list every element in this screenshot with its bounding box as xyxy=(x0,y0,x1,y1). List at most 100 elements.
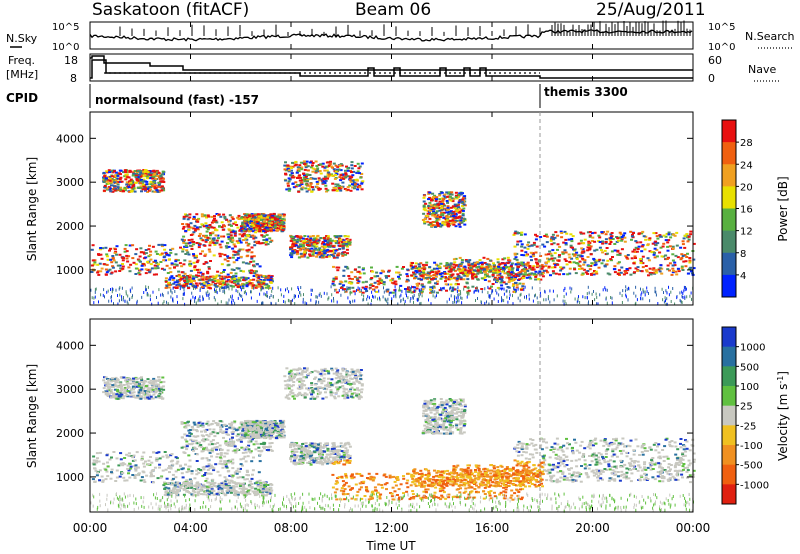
heatmap-cell xyxy=(564,299,566,303)
heatmap-cell xyxy=(187,228,191,231)
heatmap-cell xyxy=(256,213,260,216)
heatmap-cell xyxy=(349,189,353,192)
heatmap-cell xyxy=(190,248,194,250)
heatmap-cell xyxy=(236,226,240,229)
heatmap-cell xyxy=(534,258,538,261)
heatmap-cell xyxy=(232,285,235,288)
heatmap-cell xyxy=(374,286,378,289)
heatmap-cell xyxy=(198,268,201,271)
heatmap-cell xyxy=(229,284,233,287)
heatmap-cell xyxy=(512,274,516,277)
heatmap-cell xyxy=(93,261,97,264)
heatmap-cell xyxy=(246,244,250,247)
heatmap-cell xyxy=(452,478,456,481)
heatmap-cell xyxy=(670,290,672,294)
heatmap-cell xyxy=(375,271,379,274)
heatmap-cell xyxy=(152,261,156,263)
heatmap-cell xyxy=(146,269,150,272)
heatmap-cell xyxy=(185,277,189,280)
heatmap-cell xyxy=(312,457,316,460)
heatmap-cell xyxy=(172,297,174,301)
heatmap-cell xyxy=(195,285,197,289)
heatmap-cell xyxy=(134,170,137,172)
heatmap-cell xyxy=(109,258,113,261)
heatmap-cell xyxy=(401,289,403,293)
heatmap-cell xyxy=(316,295,318,299)
heatmap-cell xyxy=(470,264,474,267)
heatmap-cell xyxy=(149,183,153,186)
heatmap-cell xyxy=(467,262,471,265)
heatmap-cell xyxy=(324,184,328,187)
heatmap-cell xyxy=(610,259,613,262)
heatmap-cell xyxy=(237,296,239,300)
heatmap-cell xyxy=(264,231,267,234)
heatmap-cell xyxy=(213,243,217,246)
heatmap-cell xyxy=(131,185,135,187)
heatmap-cell xyxy=(435,218,439,221)
heatmap-cell xyxy=(202,262,206,265)
heatmap-cell xyxy=(241,248,245,251)
heatmap-cell xyxy=(686,240,690,243)
heatmap-cell xyxy=(448,195,452,198)
heatmap-cell xyxy=(214,290,216,293)
heatmap-cell xyxy=(371,299,372,303)
heatmap-cell xyxy=(682,292,684,295)
heatmap-cell xyxy=(174,260,178,263)
heatmap-cell xyxy=(141,295,143,299)
heatmap-cell xyxy=(305,190,309,193)
heatmap-cell xyxy=(115,288,117,292)
heatmap-cell xyxy=(209,232,213,235)
heatmap-cell xyxy=(272,212,276,215)
velocity-heatmap-cells xyxy=(90,367,696,513)
heatmap-cell xyxy=(155,189,159,192)
heatmap-cell xyxy=(648,271,652,274)
heatmap-cell xyxy=(596,295,598,299)
heatmap-cell xyxy=(335,189,339,192)
heatmap-cell xyxy=(437,474,441,477)
heatmap-cell xyxy=(351,186,355,189)
colorbar-tick-label: 8 xyxy=(740,249,746,260)
heatmap-cell xyxy=(332,168,336,171)
heatmap-cell xyxy=(254,219,258,222)
heatmap-cell xyxy=(501,258,505,261)
heatmap-cell xyxy=(491,289,493,293)
heatmap-cell xyxy=(143,291,145,294)
freq-label-1: Freq. xyxy=(8,54,35,67)
heatmap-cell xyxy=(434,211,438,214)
heatmap-cell xyxy=(445,262,449,264)
heatmap-cell xyxy=(253,226,257,229)
heatmap-cell xyxy=(534,278,538,281)
heatmap-cell xyxy=(404,288,407,290)
heatmap-cell xyxy=(186,251,190,254)
heatmap-cell xyxy=(221,280,225,283)
heatmap-cell xyxy=(244,278,248,281)
heatmap-cell xyxy=(586,270,590,272)
heatmap-cell xyxy=(450,191,454,194)
heatmap-cell xyxy=(140,179,144,181)
heatmap-cell xyxy=(679,258,683,261)
heatmap-cell xyxy=(501,296,502,300)
heatmap-cell xyxy=(133,190,137,193)
heatmap-cell xyxy=(254,286,258,289)
heatmap-cell xyxy=(202,438,206,441)
heatmap-cell xyxy=(564,243,568,246)
heatmap-cell xyxy=(573,253,577,256)
heatmap-cell xyxy=(276,228,280,231)
heatmap-cell xyxy=(346,169,350,172)
heatmap-cell xyxy=(464,259,468,261)
heatmap-cell xyxy=(327,255,331,258)
heatmap-cell xyxy=(234,301,236,305)
heatmap-cell xyxy=(583,261,587,264)
heatmap-cell xyxy=(616,250,620,253)
heatmap-cell xyxy=(652,253,656,256)
heatmap-cell xyxy=(463,285,467,288)
heatmap-cell xyxy=(642,235,646,238)
heatmap-cell xyxy=(124,244,128,247)
heatmap-cell xyxy=(435,221,439,224)
heatmap-cell xyxy=(549,274,552,277)
heatmap-cell xyxy=(341,247,345,250)
heatmap-cell xyxy=(265,216,269,219)
heatmap-cell xyxy=(643,290,645,294)
heatmap-cell xyxy=(577,297,579,301)
